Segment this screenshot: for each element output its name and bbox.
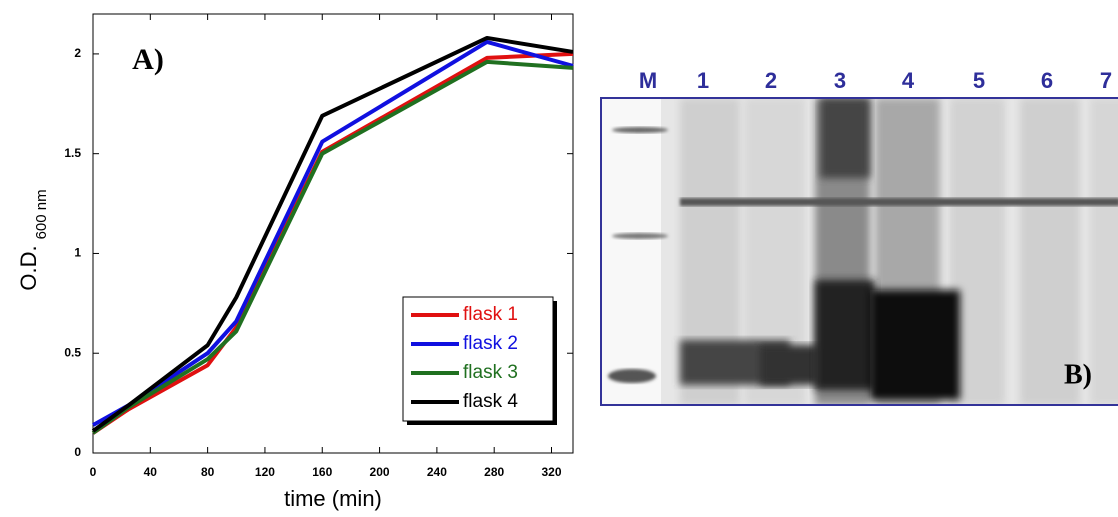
gel-image: B): [600, 97, 1118, 406]
lane-label: 6: [1041, 68, 1053, 93]
lane-label: 3: [834, 68, 846, 93]
x-tick-label: 80: [201, 465, 215, 479]
panel-label: A): [132, 43, 164, 76]
legend-label: flask 3: [463, 362, 518, 383]
y-axis-label-main: O.D.: [16, 245, 41, 290]
x-tick-label: 240: [427, 465, 447, 479]
y-tick-label: 1.5: [64, 146, 81, 160]
lane-label: M: [639, 68, 657, 93]
gel-bands: [601, 98, 1118, 405]
y-tick-label: 0: [74, 445, 81, 459]
x-tick-label: 320: [541, 465, 561, 479]
x-tick-label: 280: [484, 465, 504, 479]
panel-label: B): [1064, 359, 1092, 390]
legend-label: flask 4: [463, 391, 518, 412]
y-tick-label: 2: [74, 46, 81, 60]
x-axis-label: time (min): [284, 486, 382, 511]
plot-frame: [92, 13, 574, 454]
lane-label: 4: [902, 68, 915, 93]
x-tick-label: 0: [90, 465, 97, 479]
x-tick-label: 40: [144, 465, 158, 479]
lane-label: 5: [973, 68, 985, 93]
y-tick-label: 1: [74, 246, 81, 260]
x-tick-label: 120: [255, 465, 275, 479]
y-axis-label-sub: 600 nm: [33, 189, 50, 239]
lane-label: 7: [1100, 68, 1112, 93]
gel-frame: [600, 97, 1118, 406]
series-line: [91, 35, 574, 433]
legend-label: flask 2: [463, 333, 518, 354]
legend-label: flask 1: [463, 304, 518, 325]
x-tick-label: 160: [312, 465, 332, 479]
y-axis-label: O.D. 600 nm: [16, 189, 50, 290]
lane-label: 1: [697, 68, 709, 93]
y-tick-label: 0.5: [64, 345, 81, 359]
lane-label: 2: [765, 68, 777, 93]
legend: flask 1 flask 2 flask 3 flask 4: [402, 296, 557, 425]
x-tick-label: 200: [370, 465, 390, 479]
